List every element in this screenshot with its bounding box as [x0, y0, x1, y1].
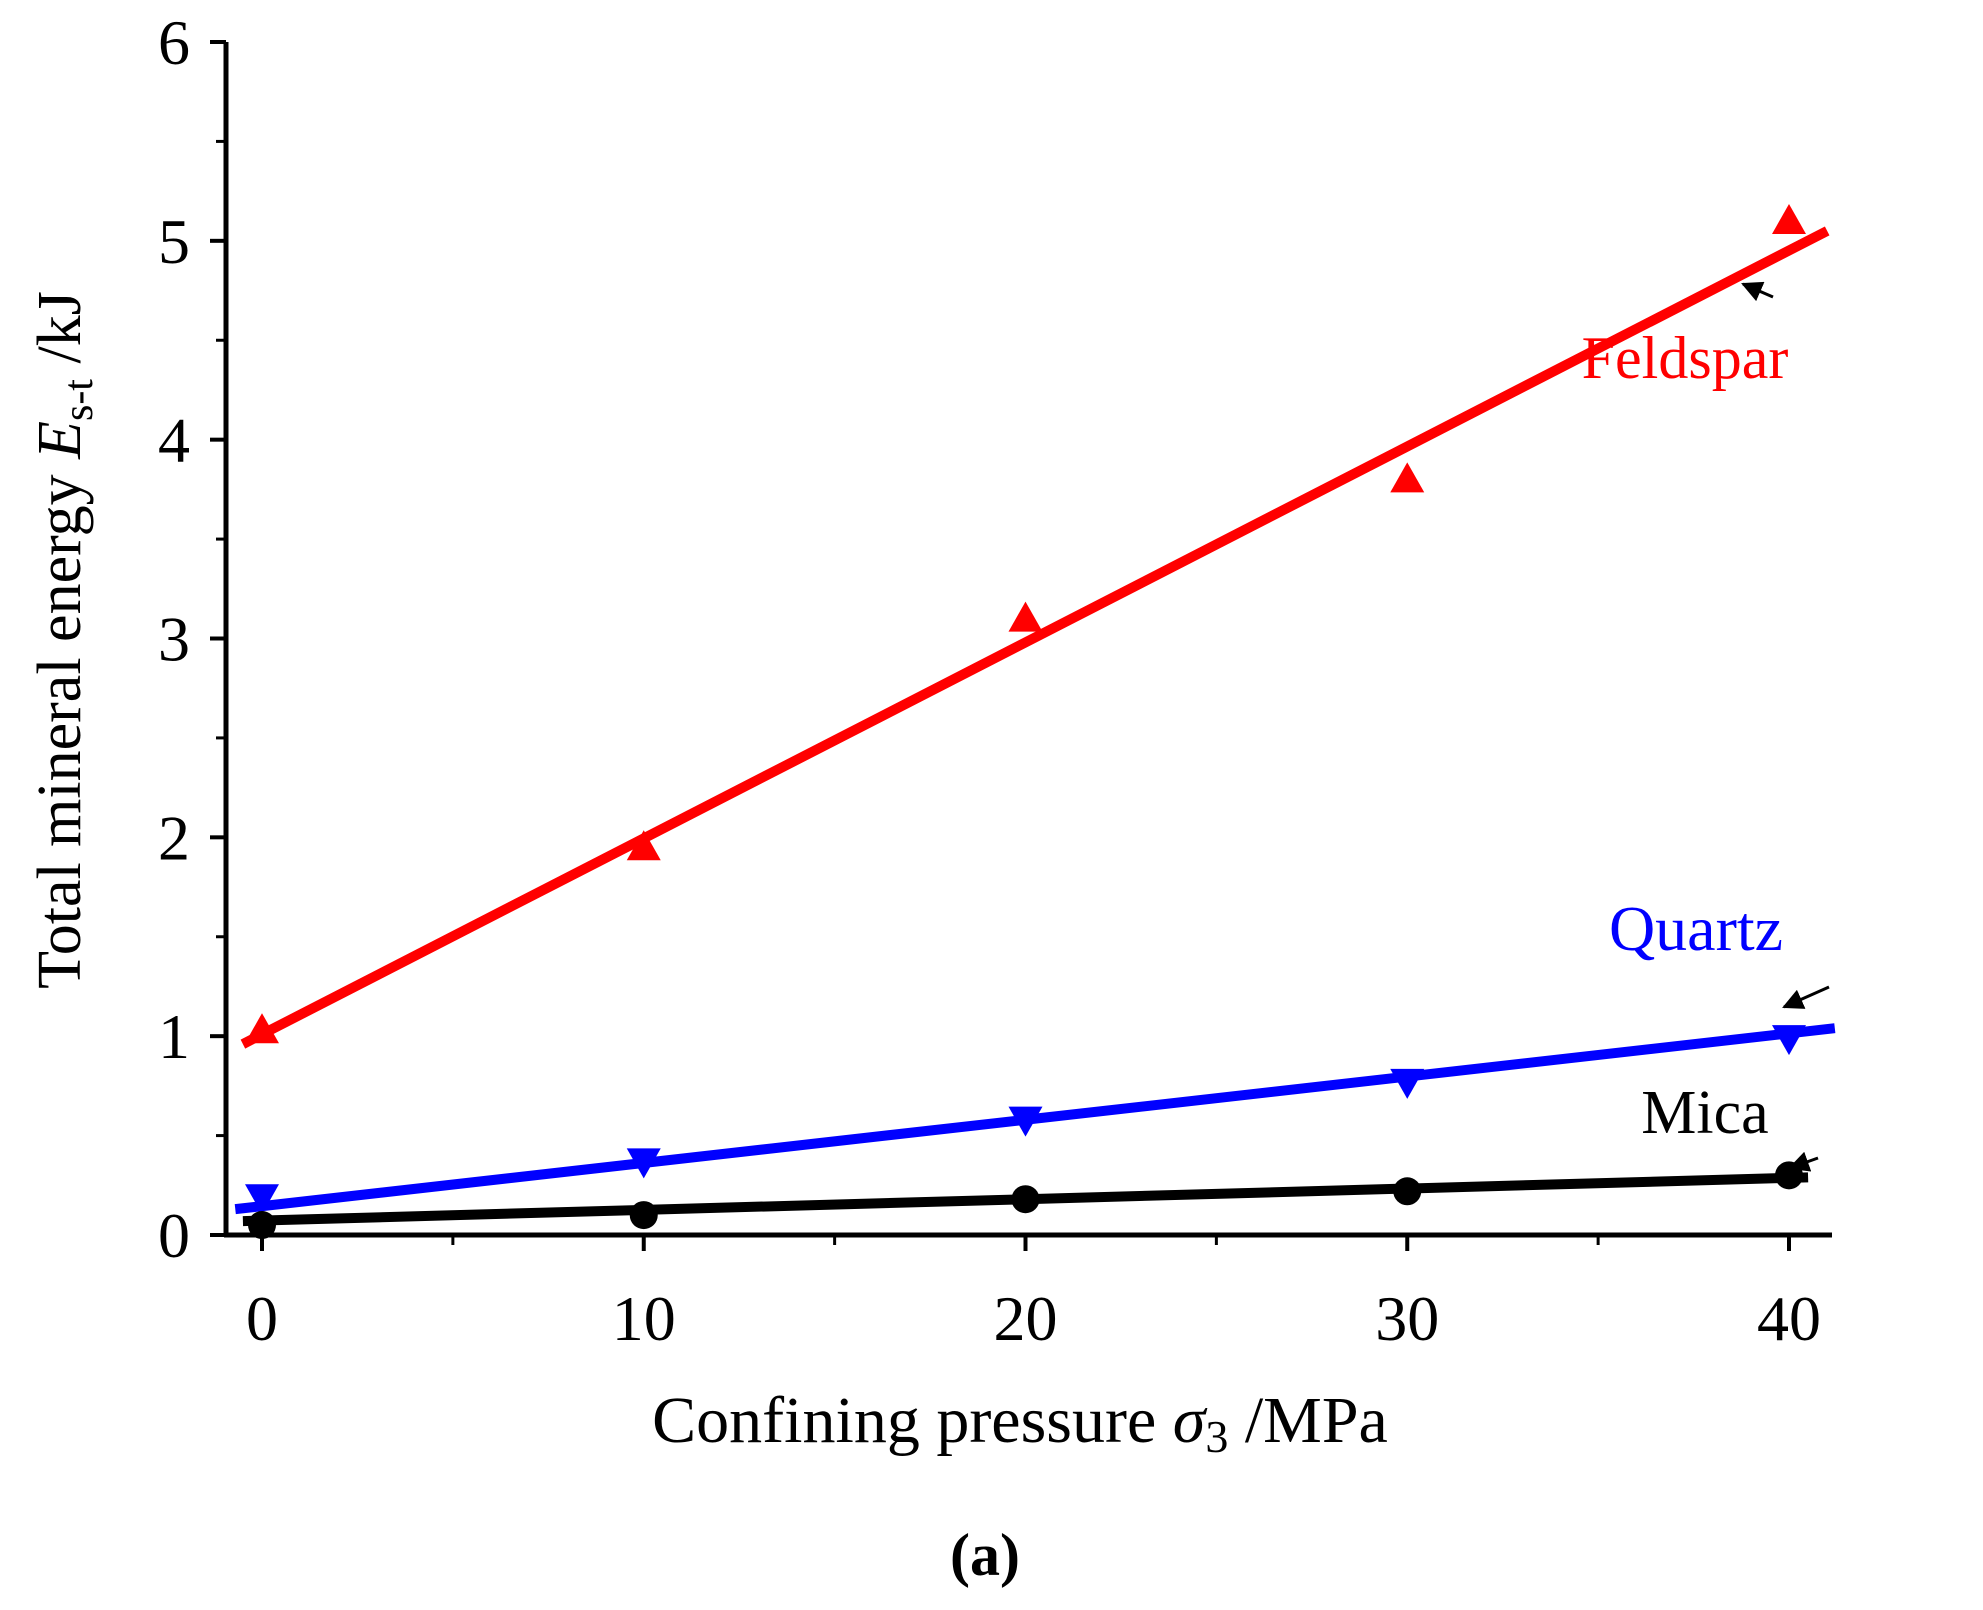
- quartz-point: [1008, 1106, 1043, 1137]
- x-axis-title-symbol: σ: [1173, 1384, 1208, 1457]
- quartz-point: [245, 1184, 279, 1215]
- x-tick-label: 20: [994, 1283, 1058, 1354]
- x-tick-label: 40: [1757, 1283, 1821, 1354]
- quartz-label-arrow: [1782, 985, 1830, 1009]
- feldspar-point: [1008, 601, 1043, 632]
- data-markers: [245, 203, 1806, 1240]
- x-ticks: 0 10 20 30 40: [246, 1235, 1821, 1354]
- feldspar-point: [626, 830, 661, 861]
- y-tick-label: 0: [158, 1200, 190, 1271]
- x-axis-title-suffix: /MPa: [1228, 1384, 1388, 1457]
- y-tick-label: 4: [158, 405, 190, 476]
- y-tick-label: 1: [158, 1001, 190, 1072]
- y-tick-label: 6: [158, 7, 190, 78]
- y-tick-label: 3: [158, 604, 190, 675]
- x-axis-title-subscript: 3: [1205, 1411, 1228, 1462]
- mica-point: [1393, 1177, 1422, 1206]
- y-tick-label: 2: [158, 802, 190, 873]
- y-ticks: 0 1 2 3 4 5 6: [158, 7, 226, 1271]
- mica-point: [629, 1201, 658, 1230]
- series-labels: Feldspar Quartz Mica: [1582, 281, 1830, 1172]
- x-tick-label: 30: [1375, 1283, 1439, 1354]
- y-axis-title-symbol: E: [26, 421, 94, 460]
- mica-label-arrow: [1788, 1151, 1819, 1172]
- feldspar-label-arrow: [1741, 281, 1774, 302]
- feldspar-point: [1772, 203, 1806, 234]
- y-axis-title-prefix: Total mineral energy: [26, 459, 94, 989]
- mica-point: [248, 1211, 276, 1240]
- feldspar-point: [245, 1013, 279, 1044]
- y-axis-title: Total mineral energy Es-t /kJ: [26, 291, 102, 989]
- feldspar-point: [1390, 462, 1425, 493]
- quartz-point: [626, 1148, 661, 1179]
- x-tick-label: 10: [612, 1283, 676, 1354]
- feldspar-label: Feldspar: [1582, 325, 1789, 391]
- x-axis-title-prefix: Confining pressure: [652, 1384, 1173, 1457]
- figure-caption: (a): [950, 1522, 1020, 1588]
- quartz-point: [1390, 1068, 1425, 1099]
- y-axis-title-suffix: /kJ: [26, 291, 94, 379]
- y-tick-label: 5: [158, 206, 190, 277]
- quartz-point: [1772, 1025, 1806, 1056]
- mica-point: [1011, 1185, 1040, 1214]
- x-axis-title: Confining pressure σ3 /MPa: [652, 1384, 1388, 1462]
- x-tick-label: 0: [246, 1283, 278, 1354]
- y-axis-title-subscript: s-t: [56, 379, 102, 421]
- mica-label: Mica: [1641, 1079, 1768, 1147]
- quartz-label: Quartz: [1609, 893, 1783, 964]
- feldspar-fit-line: [240, 226, 1830, 1049]
